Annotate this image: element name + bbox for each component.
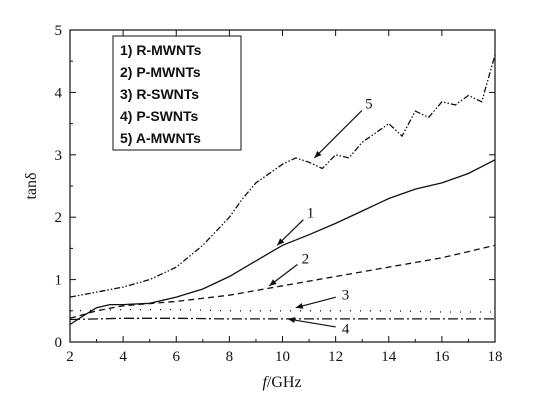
x-axis-title: f/GHz [262,374,301,391]
annotation-arrowhead [287,317,296,324]
series-line-p-mwnts [69,244,496,319]
x-tick-label: 6 [173,349,181,365]
annotation-label: 2 [302,251,310,267]
legend: 1) R-MWNTs 2) P-MWNTs 3) R-SWNTs 4) P-SWNTs… [112,35,242,151]
annotation-label: 1 [307,206,315,222]
x-axis-title-var: f [262,374,269,391]
legend-entry: 5) A-MWNTs [120,130,201,146]
y-tick-label: 5 [55,23,63,39]
x-tick-label: 4 [119,349,127,365]
series-line-r-swnts [69,308,495,313]
annotation-arrowhead [314,150,322,158]
annotation-label: 4 [342,322,350,338]
legend-box [112,35,242,151]
x-axis-title-unit: /GHz [267,374,302,391]
annotation-label: 3 [342,288,350,304]
annotation-layer: 5 1 2 3 4 [268,96,373,338]
annotation-arrow [287,318,336,328]
series-layer [69,54,496,326]
legend-entry: 2) P-MWNTs [120,64,201,80]
series-line-a-mwnts [69,54,496,298]
series-line-p-swnts [69,317,495,321]
y-tick-label: 2 [55,210,63,226]
annotation-arrowhead [295,303,304,309]
annotation-arrow [313,110,363,159]
x-axis-ticks: 2 4 6 8 10 12 14 16 18 [66,30,503,365]
annotation-label: 5 [365,96,373,112]
annotation-arrowhead [277,238,285,246]
y-tick-label: 0 [55,335,63,351]
y-tick-label: 1 [55,273,63,289]
annotation-arrowhead [269,279,277,286]
y-tick-label: 4 [55,85,63,101]
y-tick-label: 3 [55,148,63,164]
legend-entry: 3) R-SWNTs [120,86,199,102]
legend-entry: 1) R-MWNTs [120,42,202,58]
y-axis-title: tanδ [23,172,40,199]
x-tick-label: 14 [381,349,397,365]
x-tick-label: 2 [66,349,74,365]
series-line-r-mwnts [69,159,496,326]
x-tick-label: 12 [328,349,343,365]
x-tick-label: 16 [434,349,450,365]
legend-entry: 4) P-SWNTs [120,108,199,124]
x-tick-label: 8 [226,349,234,365]
x-tick-label: 18 [488,349,503,365]
x-tick-label: 10 [275,349,290,365]
y-axis-ticks: 0 1 2 3 4 5 [55,23,495,351]
